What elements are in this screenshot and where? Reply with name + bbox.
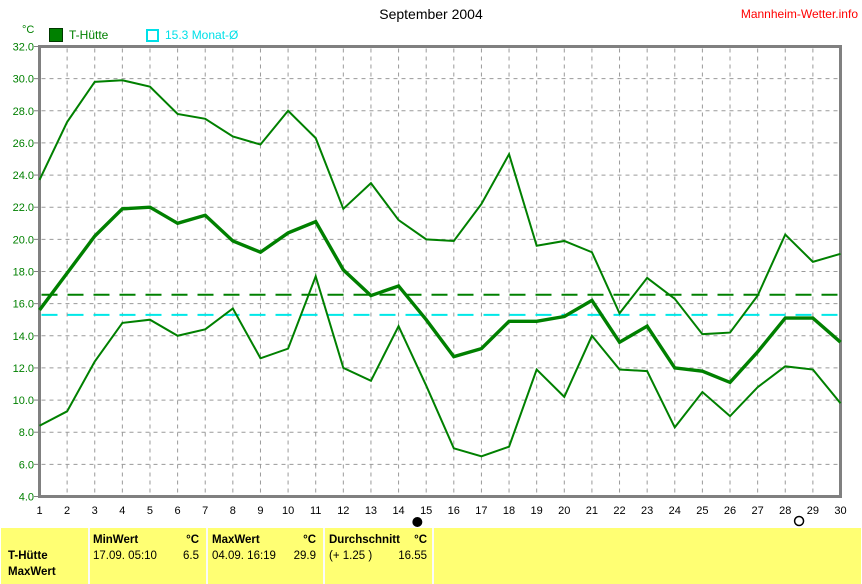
- maxwert-column: MaxWert °C 04.09. 16:19 29.9: [212, 528, 316, 584]
- x-tick-label: 18: [503, 505, 515, 517]
- x-tick-label: 22: [613, 505, 625, 517]
- durchschnitt-unit: °C: [414, 533, 427, 546]
- durchschnitt-column: Durchschnitt °C (+ 1.25 ) 16.55: [329, 528, 427, 584]
- station-row2-label: MaxWert: [8, 565, 56, 578]
- x-tick-label: 6: [175, 505, 181, 517]
- x-tick-label: 7: [202, 505, 208, 517]
- temperature-chart: 32.030.028.026.024.022.020.018.016.014.0…: [13, 42, 847, 527]
- minwert-title: MinWert: [93, 533, 139, 546]
- legend-label: 15.3 Monat-Ø: [165, 28, 239, 42]
- maxwert-value: 29.9: [293, 549, 316, 562]
- y-tick-label: 14.0: [13, 331, 34, 343]
- legend-swatch-filled-icon: [49, 28, 63, 42]
- legend-item-t-huette: T-Hütte: [49, 28, 108, 42]
- y-tick-label: 26.0: [13, 138, 34, 150]
- station-name: T-Hütte: [8, 549, 48, 562]
- station-column: T-Hütte MaxWert: [8, 528, 82, 584]
- y-tick-label: 16.0: [13, 299, 34, 311]
- maxwert-title: MaxWert: [212, 533, 260, 546]
- durchschnitt-value: 16.55: [398, 549, 427, 562]
- x-tick-label: 29: [807, 505, 819, 517]
- y-axis-unit-label: °C: [22, 24, 35, 36]
- y-tick-label: 12.0: [13, 363, 34, 375]
- minwert-value: 6.5: [183, 549, 199, 562]
- maxwert-datetime: 04.09. 16:19: [212, 549, 276, 562]
- legend-label: T-Hütte: [69, 28, 109, 42]
- x-tick-label: 16: [448, 505, 460, 517]
- max-temperature-line: [38, 79, 841, 336]
- y-tick-label: 28.0: [13, 106, 34, 118]
- y-tick-label: 6.0: [19, 459, 34, 471]
- full-moon-icon: [793, 515, 805, 527]
- minwert-unit: °C: [186, 533, 199, 546]
- x-tick-label: 2: [64, 505, 70, 517]
- x-tick-label: 12: [337, 505, 349, 517]
- y-tick-label: 30.0: [13, 74, 34, 86]
- x-tick-label: 20: [558, 505, 570, 517]
- column-divider: [432, 528, 434, 584]
- x-tick-label: 4: [119, 505, 125, 517]
- maxwert-unit: °C: [303, 533, 316, 546]
- y-tick-label: 24.0: [13, 170, 34, 182]
- legend-swatch-outline-icon: [146, 28, 159, 42]
- y-tick-label: 22.0: [13, 202, 34, 214]
- x-tick-label: 1: [36, 505, 42, 517]
- x-tick-label: 10: [282, 505, 294, 517]
- y-tick-label: 18.0: [13, 267, 34, 279]
- x-tick-label: 24: [669, 505, 681, 517]
- x-tick-label: 13: [365, 505, 377, 517]
- minwert-datetime: 17.09. 05:10: [93, 549, 157, 562]
- column-divider: [206, 528, 208, 584]
- x-tick-label: 9: [257, 505, 263, 517]
- new-moon-icon: [412, 517, 423, 527]
- minwert-column: MinWert °C 17.09. 05:10 6.5: [93, 528, 199, 584]
- x-tick-label: 26: [724, 505, 736, 517]
- y-tick-label: 20.0: [13, 234, 34, 246]
- x-tick-label: 11: [310, 505, 321, 517]
- x-tick-label: 8: [230, 505, 236, 517]
- x-tick-label: 25: [696, 505, 708, 517]
- column-divider: [88, 528, 90, 584]
- legend-item-monat-avg: 15.3 Monat-Ø: [146, 28, 238, 42]
- x-tick-label: 30: [834, 505, 846, 517]
- durchschnitt-anomaly: (+ 1.25 ): [329, 549, 373, 562]
- mean-temperature-line: [38, 205, 842, 385]
- x-tick-label: 3: [92, 505, 98, 517]
- y-tick-label: 8.0: [19, 427, 34, 439]
- x-tick-label: 19: [531, 505, 543, 517]
- durchschnitt-title: Durchschnitt: [329, 533, 400, 546]
- x-tick-label: 28: [779, 505, 791, 517]
- page-title: September 2004: [379, 6, 483, 22]
- x-tick-label: 17: [475, 505, 487, 517]
- y-tick-label: 4.0: [19, 492, 34, 504]
- column-divider: [323, 528, 325, 584]
- x-tick-label: 21: [586, 505, 598, 517]
- x-tick-label: 27: [752, 505, 764, 517]
- x-tick-label: 14: [392, 505, 404, 517]
- summary-panel: T-Hütte MaxWert MinWert °C 17.09. 05:10 …: [1, 528, 861, 584]
- plot-frame: [38, 45, 842, 498]
- x-tick-label: 23: [641, 505, 653, 517]
- y-tick-label: 32.0: [13, 42, 34, 54]
- min-temperature-line: [39, 273, 842, 458]
- y-tick-label: 10.0: [13, 395, 34, 407]
- x-tick-label: 15: [420, 505, 432, 517]
- site-link[interactable]: Mannheim-Wetter.info: [740, 7, 858, 21]
- x-tick-label: 5: [147, 505, 153, 517]
